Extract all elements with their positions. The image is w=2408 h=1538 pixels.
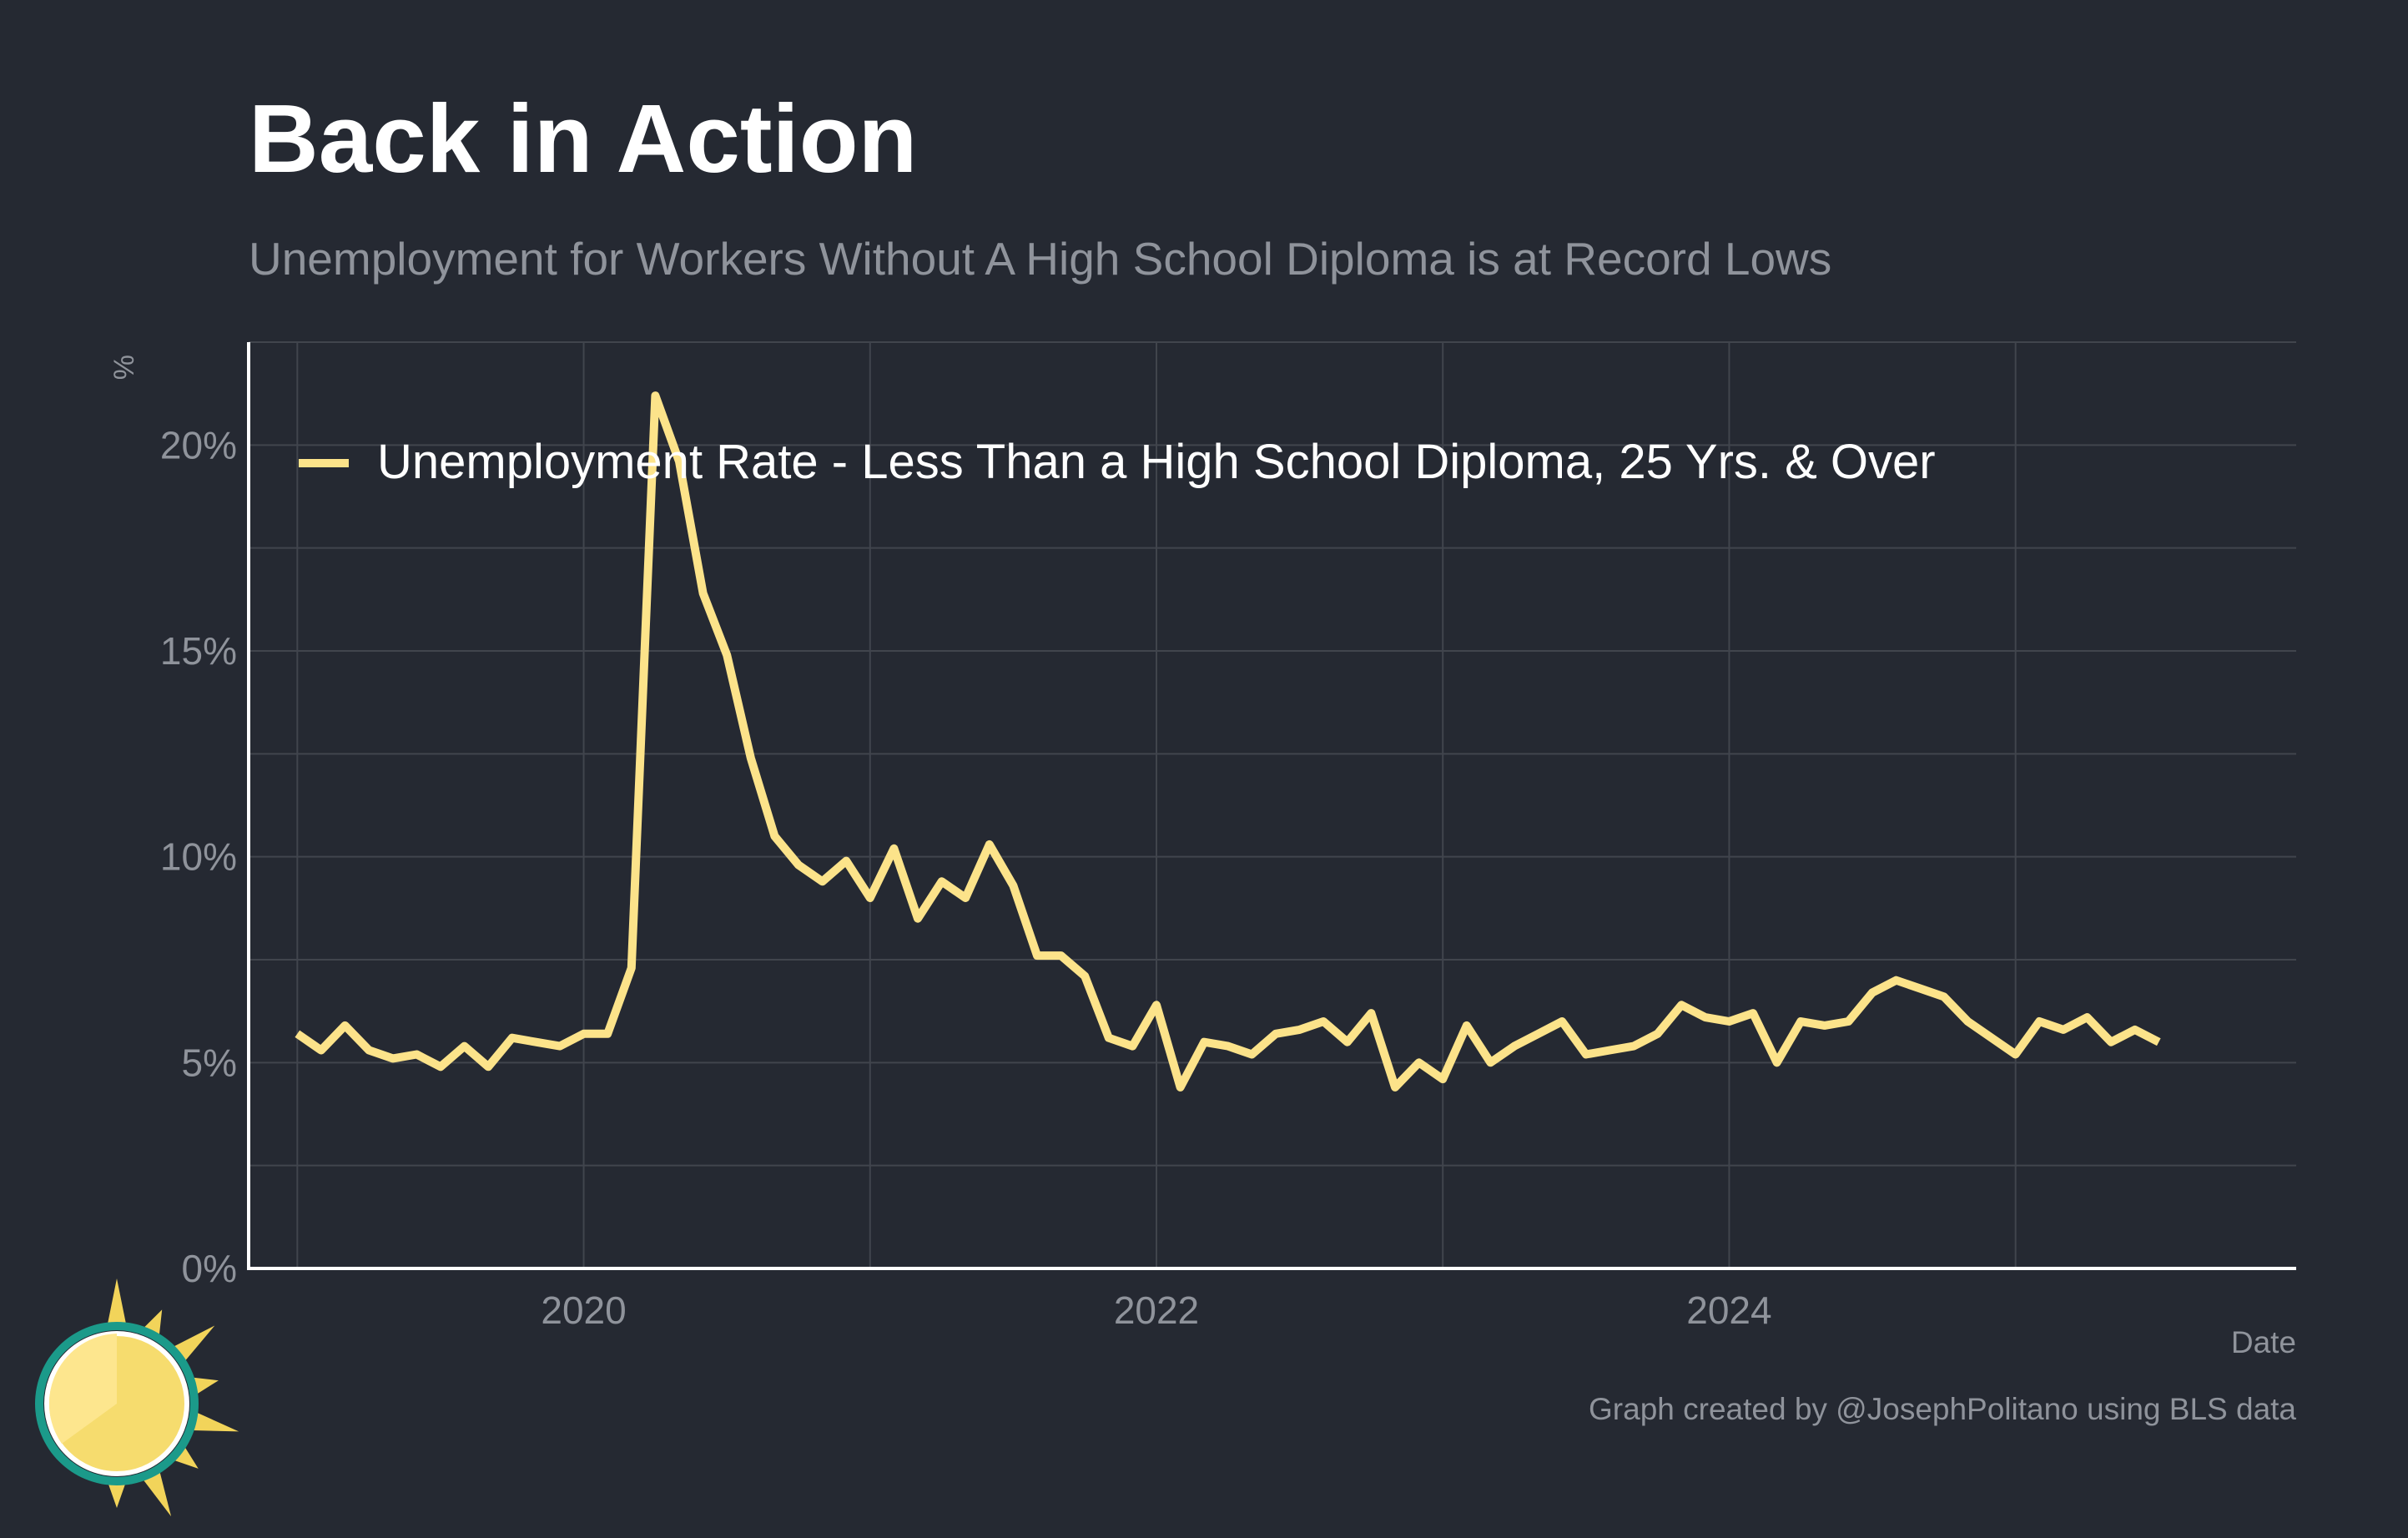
- chart-subtitle: Unemployment for Workers Without A High …: [249, 233, 1832, 285]
- y-tick-label: 15%: [160, 629, 237, 673]
- y-tick-label: 5%: [182, 1041, 237, 1084]
- x-axis-title: Date: [2230, 1325, 2296, 1359]
- series-layer: [295, 391, 2161, 1092]
- credit-caption: Graph created by @JosephPolitano using B…: [1589, 1392, 2296, 1426]
- series-line: [295, 391, 2161, 1092]
- legend-label: Unemployment Rate - Less Than a High Sch…: [377, 435, 1936, 489]
- sun-ray: [107, 1278, 127, 1328]
- gridlines: [249, 341, 2296, 1269]
- sun-logo-icon: [35, 1278, 239, 1517]
- y-tick-label: 0%: [182, 1247, 237, 1290]
- y-tick-label: 10%: [160, 835, 237, 879]
- sun-ray: [107, 1480, 127, 1508]
- x-tick-label: 2020: [541, 1288, 626, 1332]
- sun-ray: [169, 1443, 199, 1469]
- y-tick-label: 20%: [160, 423, 237, 466]
- x-tick-label: 2024: [1686, 1288, 1771, 1332]
- x-tick-label: 2022: [1114, 1288, 1199, 1332]
- y-axis-title: %: [108, 355, 140, 380]
- legend: Unemployment Rate - Less Than a High Sch…: [299, 435, 1936, 489]
- axes: 0% 5% 10% 15% 20% 2020 2022 2024: [160, 342, 2296, 1332]
- sun-ray: [189, 1410, 239, 1432]
- sun-ray: [140, 1468, 172, 1517]
- chart-title: Back in Action: [249, 84, 918, 193]
